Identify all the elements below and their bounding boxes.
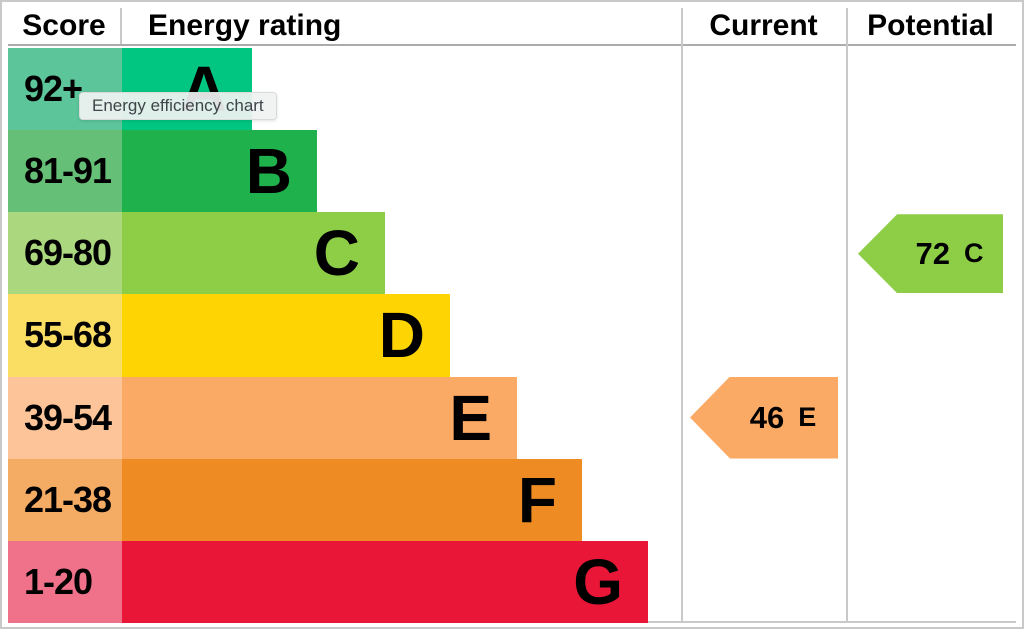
band-letter: B (245, 135, 292, 208)
band-letter: C (313, 217, 360, 290)
band-bar-g: G (122, 540, 648, 623)
band-row-b: 81-91 B (8, 130, 1016, 213)
band-row-d: 55-68 D (8, 294, 1016, 377)
band-letter: G (573, 545, 623, 618)
score-range-label: 39-54 (8, 376, 122, 459)
band-letter: E (449, 381, 492, 454)
score-range-label: 81-91 (8, 130, 122, 213)
tooltip: Energy efficiency chart (79, 92, 277, 120)
score-range-label: 55-68 (8, 294, 122, 377)
band-bar-e: E (122, 376, 517, 459)
header-score: Score (8, 8, 122, 44)
potential-column-divider (846, 8, 848, 623)
header-potential: Potential (867, 9, 994, 42)
energy-efficiency-chart: Score Energy rating Current Potential 92… (8, 8, 1016, 623)
band-row-g: 1-20 G (8, 540, 1016, 623)
score-range-label: 21-38 (8, 458, 122, 541)
potential-rating-letter: C (963, 238, 984, 269)
header-energy-rating: Energy rating (148, 9, 342, 42)
potential-rating-value: 72 (915, 235, 950, 271)
band-row-c: 69-80 C (8, 212, 1016, 295)
band-bar-d: D (122, 294, 450, 377)
band-letter: D (378, 299, 425, 372)
band-row-e: 39-54 E (8, 376, 1016, 459)
header-current: Current (709, 9, 818, 42)
current-rating-value: 46 (749, 399, 785, 435)
band-bar-c: C (122, 212, 385, 295)
score-range-label: 1-20 (8, 540, 122, 623)
band-letter: F (517, 463, 557, 536)
band-bar-b: B (122, 130, 317, 213)
score-range-label: 69-80 (8, 212, 122, 295)
current-rating-letter: E (798, 402, 817, 433)
chart-body: 92+ A 81-91 B 69-80 C 55-68 D (8, 48, 1016, 623)
score-range-label: 92+ (8, 48, 122, 131)
band-bar-f: F (122, 458, 582, 541)
current-column-divider (681, 8, 683, 623)
band-row-f: 21-38 F (8, 458, 1016, 541)
chart-header-row: Score Energy rating Current Potential (8, 8, 1016, 46)
